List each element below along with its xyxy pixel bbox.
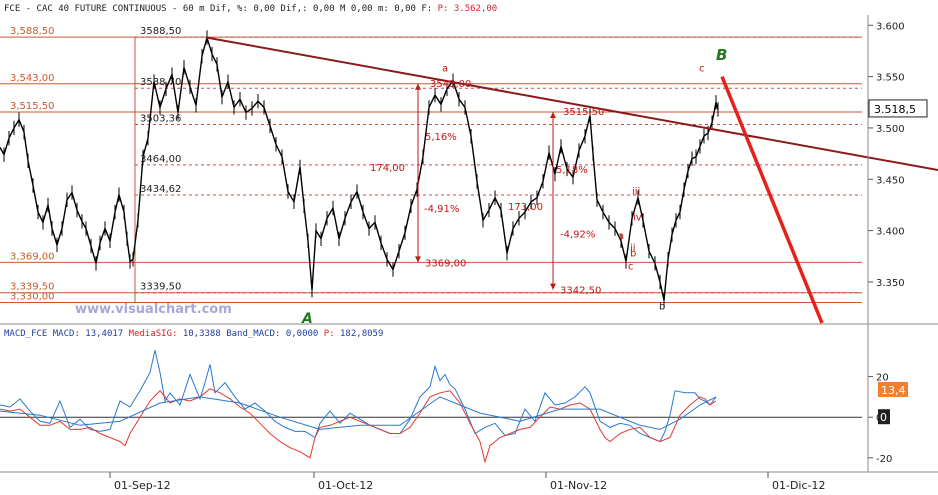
macd-series-MediaSIG-smooth — [0, 396, 717, 430]
annotation-label: iv — [633, 212, 642, 223]
measure-1-arrow-down — [415, 256, 421, 263]
level-label: 3,369,00 — [10, 251, 55, 262]
header-p-label: P — [438, 4, 444, 14]
price-y-tick-label: 3.500 — [876, 124, 905, 135]
header-m: 0,00 m: — [351, 4, 389, 14]
macd-signal-value: 10,3388 — [183, 329, 221, 339]
macd-p-label: P: — [324, 329, 335, 339]
annotation-label: 3342,50 — [560, 286, 601, 297]
price-y-tick-label: 3.450 — [876, 175, 905, 186]
price-y-axis: 3.600 3.550 3.500 3.450 3.400 3.350 — [868, 21, 905, 289]
wave-B-label: B — [716, 46, 727, 64]
level-label: 3,588,50 — [10, 26, 55, 37]
last-price-badge — [868, 99, 928, 118]
macd-panel: MACD_FCE MACD: 13,4017 MediaSIG: 10,3388… — [0, 329, 908, 465]
watermark: www.visualchart.com — [75, 302, 232, 317]
annotation-label: iii — [632, 187, 640, 198]
wave-A-label: A — [301, 311, 313, 327]
header-symbol: FCE — [4, 4, 20, 14]
macd-band-value: 0,0000 — [286, 329, 319, 339]
macd-signal-badge-text: 0 — [880, 411, 887, 424]
x-tick-label: 01-Nov-12 — [550, 479, 607, 492]
price-y-tick-label: 3.350 — [876, 278, 905, 289]
trendline-projection — [720, 75, 824, 324]
price-y-tick-label: 3.400 — [876, 227, 905, 238]
measure-1-arrow-up — [415, 83, 421, 90]
price-y-tick-label: 3.600 — [876, 21, 905, 32]
svg-text:FCE - CAC 40 FUTURE CONTINUOUS: FCE - CAC 40 FUTURE CONTINUOUS - 60 m Di… — [4, 4, 497, 14]
macd-band-label: Band_MACD: — [226, 329, 280, 339]
header-dif-pct: 0,00 — [253, 4, 275, 14]
macd-legend-value: 13,4017 — [85, 329, 123, 339]
fib-label: 3588,50 — [140, 26, 181, 37]
measure-2-arrow-down — [550, 283, 556, 290]
annotation-label: ii — [630, 243, 636, 254]
trendline-downtrend — [206, 36, 938, 172]
fib-label: 3538,70 — [140, 77, 181, 88]
macd-legend: MACD_FCE MACD: 13,4017 MediaSIG: 10,3388… — [4, 329, 383, 339]
header-dif: 0,00 M — [313, 4, 346, 14]
level-label: 3,543,00 — [10, 73, 55, 84]
header-p-value: : 3.562,00 — [443, 4, 497, 14]
annotation-label: c — [699, 63, 705, 74]
annotation-label: c — [628, 262, 634, 273]
macd-legend-label: MACD_FCE MACD: — [4, 329, 80, 339]
annotation-label: 5,18% — [556, 165, 588, 176]
annotation-label: 3369,00 — [425, 258, 466, 269]
annotation-label: 3543,00 — [430, 79, 471, 90]
annotation-label: -4,92% — [560, 230, 595, 241]
x-tick-label: 01-Dic-12 — [772, 479, 826, 492]
annotation-label: 5,16% — [425, 132, 457, 143]
macd-value-badge-text: 13,4 — [881, 384, 906, 397]
annotation-label: a — [618, 231, 624, 242]
measure-2-arrow-up — [550, 112, 556, 119]
macd-value-badge — [878, 381, 908, 397]
header-dif-label: Dif,: — [280, 4, 307, 14]
annotation-label: b — [630, 248, 636, 259]
x-axis: 01-Sep-12 01-Oct-12 01-Nov-12 01-Dic-12 — [109, 472, 826, 492]
header-f: 0,00 F: — [394, 4, 432, 14]
price-y-tick-label: 3.550 — [876, 73, 905, 84]
annotation-label: 3515,50 — [563, 107, 604, 118]
x-tick-label: 01-Sep-12 — [114, 479, 171, 492]
macd-y-tick-label: 20 — [876, 373, 889, 384]
header-title: CAC 40 FUTURE CONTINUOUS - — [37, 4, 178, 14]
level-label: 3,330,00 — [10, 291, 55, 302]
annotation-label: b — [659, 302, 665, 313]
annotation-label: a — [442, 63, 448, 74]
macd-signal-badge — [878, 409, 890, 425]
fib-label: 3464,00 — [140, 154, 181, 165]
macd-signal-label: MediaSIG: — [129, 329, 178, 339]
macd-p-value: 182,8059 — [340, 329, 383, 339]
header-dif-pct-label: Dif, %: — [210, 4, 248, 14]
last-price-value: 3.518,5 — [874, 103, 916, 116]
level-label: 3,515,50 — [10, 101, 55, 112]
annotation-label: 174,00 — [370, 163, 405, 174]
annotation-label: 173,00 — [508, 202, 543, 213]
macd-y-tick-label: -20 — [876, 454, 892, 465]
fib-label: 3339,50 — [140, 282, 181, 293]
chart-header: FCE - CAC 40 FUTURE CONTINUOUS - 60 m Di… — [0, 0, 938, 15]
price-panel: 3,588,50 3,543,00 3,515,50 3,369,00 3,339,50… — [0, 15, 938, 327]
fib-label: 3434,62 — [140, 184, 181, 195]
macd-series-MediaSIG — [0, 388, 717, 464]
x-tick-label: 01-Oct-12 — [318, 479, 373, 492]
level-label: 3,339,50 — [10, 282, 55, 293]
fib-label: 3503,36 — [140, 113, 181, 124]
header-interval: 60 m — [183, 4, 205, 14]
annotation-label: -4,91% — [424, 204, 459, 215]
